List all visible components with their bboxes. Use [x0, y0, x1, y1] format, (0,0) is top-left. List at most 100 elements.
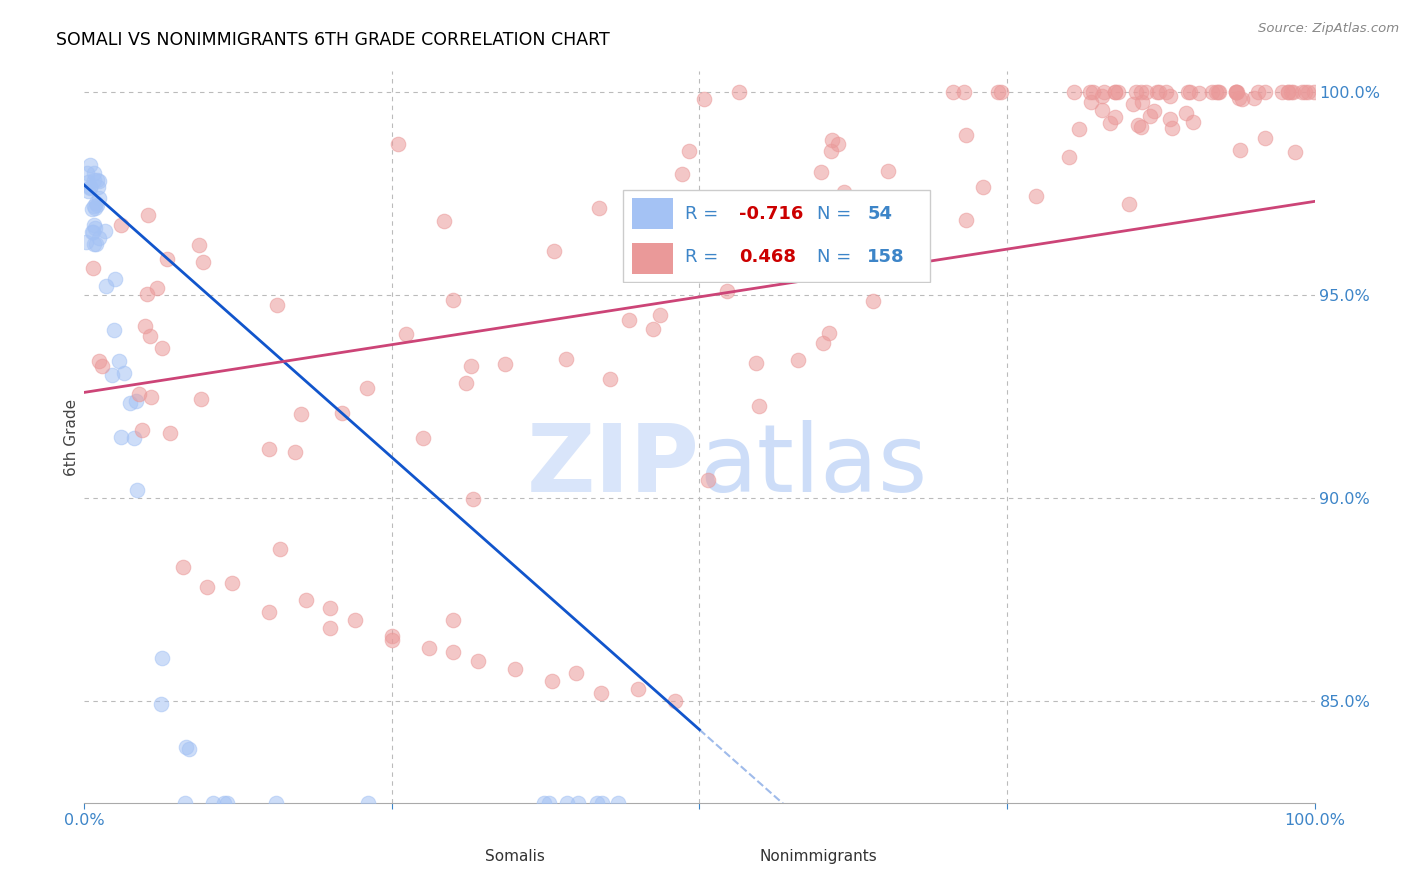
Point [877, 164, 900, 178]
Point [83, 172, 105, 186]
Point [627, 681, 650, 696]
Point [585, 796, 607, 810]
Point [844, 194, 866, 208]
Point [77, 175, 100, 189]
Point [567, 796, 589, 810]
Point [174, 796, 197, 810]
Point [82, 225, 104, 239]
Point [1225, 85, 1247, 99]
Point [797, 244, 820, 258]
Point [555, 351, 578, 366]
Point [1135, 85, 1157, 99]
Point [284, 445, 307, 459]
Point [86, 173, 108, 187]
Point [122, 431, 145, 445]
Point [1104, 85, 1126, 99]
Point [599, 372, 621, 386]
Text: 54: 54 [868, 204, 893, 223]
Point [87, 354, 110, 368]
Point [454, 376, 477, 391]
Point [101, 368, 124, 382]
Point [330, 407, 353, 421]
Point [1284, 145, 1306, 160]
Point [83, 166, 105, 180]
Point [94, 224, 117, 238]
Point [191, 255, 214, 269]
Point [172, 560, 194, 574]
Point [441, 293, 464, 308]
Point [1243, 91, 1265, 105]
Point [1143, 104, 1166, 119]
Point [1279, 85, 1302, 99]
Point [953, 85, 976, 99]
Point [159, 426, 181, 441]
Point [1091, 88, 1114, 103]
Point [1298, 85, 1320, 99]
Point [90, 359, 112, 374]
Point [845, 213, 868, 227]
Text: SOMALI VS NONIMMIGRANTS 6TH GRADE CORRELATION CHART: SOMALI VS NONIMMIGRANTS 6TH GRADE CORREL… [56, 31, 610, 49]
Point [1147, 85, 1170, 99]
Point [789, 195, 811, 210]
Point [395, 326, 418, 341]
Point [671, 168, 693, 182]
Text: N =: N = [817, 248, 858, 267]
Point [1277, 85, 1299, 99]
Point [87, 191, 110, 205]
Point [1139, 109, 1161, 123]
Point [1160, 121, 1182, 136]
Point [174, 739, 197, 754]
Point [503, 662, 526, 676]
Point [1295, 85, 1317, 99]
Point [692, 235, 714, 250]
Point [1201, 85, 1223, 99]
Text: R =: R = [685, 204, 724, 223]
Point [617, 313, 640, 327]
Point [139, 390, 162, 404]
Point [84, 201, 107, 215]
Point [1277, 85, 1299, 99]
Point [1099, 116, 1122, 130]
Point [412, 431, 434, 445]
Point [1107, 85, 1129, 99]
Point [697, 474, 720, 488]
Point [1154, 85, 1177, 99]
Point [1118, 196, 1140, 211]
Text: 0.468: 0.468 [738, 248, 796, 267]
FancyBboxPatch shape [633, 243, 673, 274]
FancyBboxPatch shape [633, 198, 673, 229]
Point [1282, 85, 1305, 99]
Point [1303, 85, 1326, 99]
Point [79, 158, 101, 172]
Point [1188, 87, 1211, 101]
Point [1230, 92, 1253, 106]
Point [75, 235, 97, 249]
Point [685, 212, 707, 227]
Point [177, 742, 200, 756]
Point [212, 796, 235, 810]
Text: 158: 158 [868, 248, 905, 267]
Point [319, 600, 342, 615]
Point [201, 796, 224, 810]
Point [80, 225, 103, 239]
Point [1208, 85, 1230, 99]
Point [357, 796, 380, 810]
Text: Somalis: Somalis [485, 849, 546, 863]
Point [136, 287, 159, 301]
Point [319, 621, 342, 635]
Point [108, 354, 131, 368]
Point [591, 796, 613, 810]
Point [1092, 85, 1115, 99]
Point [1081, 85, 1104, 99]
Point [82, 260, 104, 275]
Point [1146, 86, 1168, 100]
Point [1104, 110, 1126, 124]
Point [494, 357, 516, 371]
Point [811, 335, 834, 350]
Point [1178, 85, 1201, 99]
Point [678, 220, 700, 235]
Point [1208, 85, 1230, 99]
Point [557, 796, 579, 810]
Point [79, 181, 101, 195]
Point [1254, 131, 1277, 145]
